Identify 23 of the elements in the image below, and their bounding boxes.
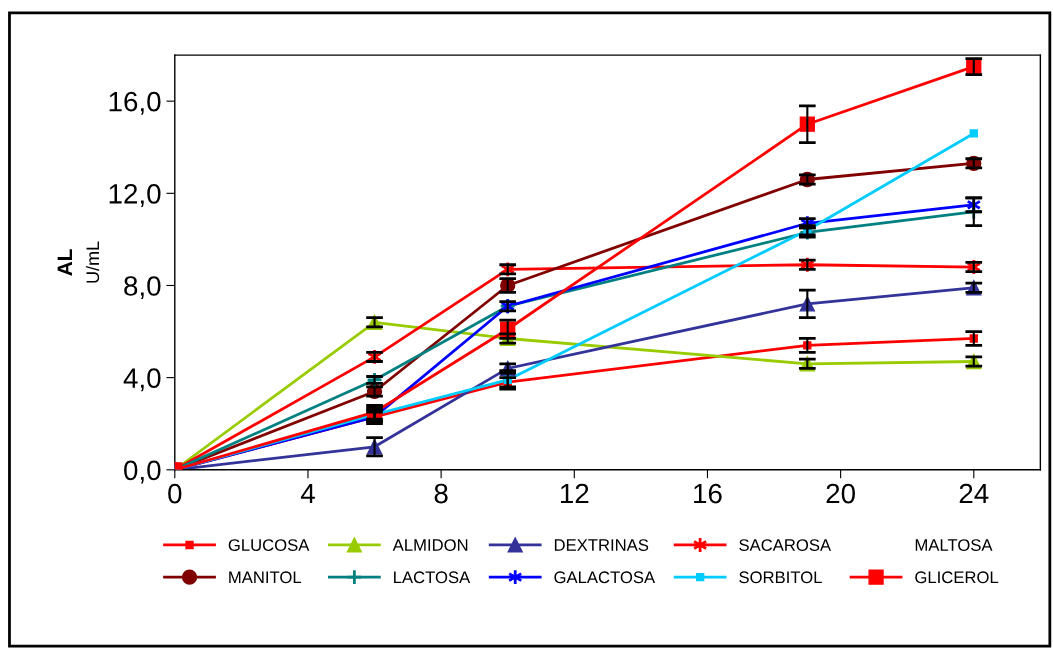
y-tick-label: 12,0 — [109, 183, 161, 207]
y-axis-title: AL U/mL — [57, 241, 100, 283]
x-tick-label: 24 — [959, 483, 989, 504]
x-tick-label: 4 — [300, 484, 315, 504]
legend-label: GLICEROL — [915, 571, 999, 584]
x-tick-label: 12 — [560, 483, 589, 504]
x-tick-label: 20 — [826, 483, 855, 504]
legend-label: GLUCOSA — [228, 539, 310, 551]
y-tick-label: 8,0 — [124, 276, 161, 300]
x-tick-label: 16 — [694, 483, 722, 504]
legend-label: SACAROSA — [739, 539, 832, 551]
legend-label: LACTOSA — [394, 571, 471, 584]
x-tick-label: 0 — [168, 483, 182, 504]
y-tick-label: 4,0 — [123, 368, 161, 392]
legend-label: MANITOL — [229, 571, 302, 584]
y-tick-label: 0,0 — [124, 460, 161, 484]
text: MALTOSA — [915, 539, 993, 551]
x-tick-label: 8 — [434, 483, 448, 504]
legend-label: SORBITOL — [739, 571, 822, 584]
legend-label: DEXTRINAS — [554, 539, 649, 551]
legend-label: ALMIDON — [392, 539, 468, 551]
legend-label: GALACTOSA — [554, 571, 656, 584]
y-tick-label: 16,0 — [109, 91, 161, 115]
